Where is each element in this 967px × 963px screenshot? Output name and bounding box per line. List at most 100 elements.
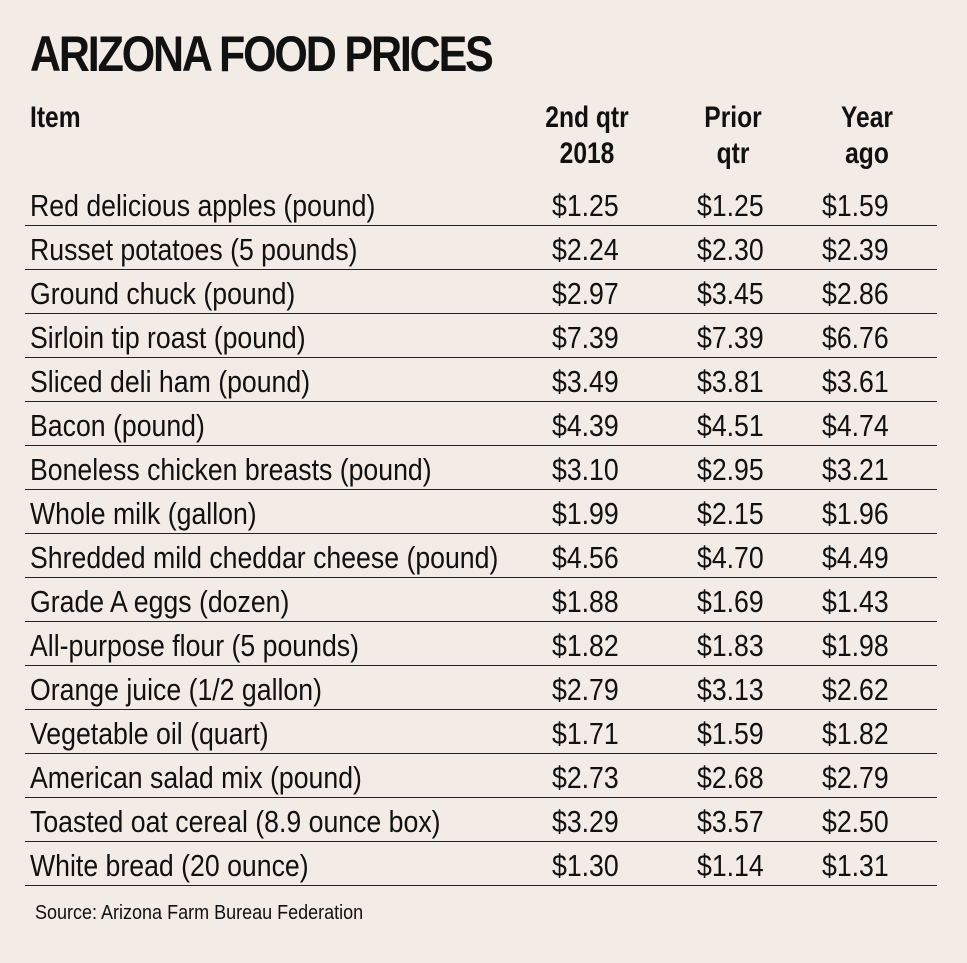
table-row: Whole milk (gallon) $1.99 $2.15 $1.96 [0, 490, 967, 534]
value-year-ago: $3.21 [822, 452, 889, 487]
row-divider [25, 841, 937, 842]
table-row: Sliced deli ham (pound) $3.49 $3.81 $3.61 [0, 358, 967, 402]
value-year-ago: $6.76 [822, 320, 889, 355]
column-header-2nd-qtr-2018: 2nd qtr 2018 [545, 101, 629, 170]
table-row: Vegetable oil (quart) $1.71 $1.59 $1.82 [0, 710, 967, 754]
row-divider [25, 533, 937, 534]
value-prior-qtr: $1.59 [697, 716, 764, 751]
value-2nd-qtr-2018: $7.39 [552, 320, 619, 355]
table-row: White bread (20 ounce) $1.30 $1.14 $1.31 [0, 842, 967, 886]
item-label: Orange juice (1/2 gallon) [30, 672, 322, 707]
value-prior-qtr: $1.14 [697, 848, 764, 883]
column-header-year-ago: Year ago [841, 101, 893, 170]
value-prior-qtr: $3.57 [697, 804, 764, 839]
value-year-ago: $4.74 [822, 408, 889, 443]
row-divider [25, 357, 937, 358]
value-2nd-qtr-2018: $1.88 [552, 584, 619, 619]
value-prior-qtr: $2.95 [697, 452, 764, 487]
row-divider [25, 665, 937, 666]
value-year-ago: $2.79 [822, 760, 889, 795]
row-divider [25, 225, 937, 226]
item-label: White bread (20 ounce) [30, 848, 309, 883]
row-divider [25, 753, 937, 754]
table-row: Ground chuck (pound) $2.97 $3.45 $2.86 [0, 270, 967, 314]
value-year-ago: $1.82 [822, 716, 889, 751]
value-year-ago: $1.59 [822, 188, 889, 223]
item-label: Sirloin tip roast (pound) [30, 320, 306, 355]
row-divider [25, 401, 937, 402]
item-label: Bacon (pound) [30, 408, 205, 443]
value-year-ago: $3.61 [822, 364, 889, 399]
table-row: American salad mix (pound) $2.73 $2.68 $2.7… [0, 754, 967, 798]
item-label: Vegetable oil (quart) [30, 716, 269, 751]
row-divider [25, 621, 937, 622]
value-2nd-qtr-2018: $3.49 [552, 364, 619, 399]
value-prior-qtr: $2.15 [697, 496, 764, 531]
chart-title: ARIZONA FOOD PRICES [30, 26, 494, 82]
table-row: Bacon (pound) $4.39 $4.51 $4.74 [0, 402, 967, 446]
row-divider [25, 709, 937, 710]
value-2nd-qtr-2018: $2.73 [552, 760, 619, 795]
table-row: Toasted oat cereal (8.9 ounce box) $3.29 $… [0, 798, 967, 842]
column-header-item: Item [30, 101, 81, 134]
value-prior-qtr: $1.83 [697, 628, 764, 663]
value-2nd-qtr-2018: $4.56 [552, 540, 619, 575]
item-label: All-purpose flour (5 pounds) [30, 628, 359, 663]
item-label: American salad mix (pound) [30, 760, 362, 795]
value-prior-qtr: $3.45 [697, 276, 764, 311]
item-label: Ground chuck (pound) [30, 276, 296, 311]
item-label: Toasted oat cereal (8.9 ounce box) [30, 804, 441, 839]
row-divider [25, 445, 937, 446]
row-divider [25, 797, 937, 798]
value-year-ago: $2.50 [822, 804, 889, 839]
value-2nd-qtr-2018: $4.39 [552, 408, 619, 443]
table-row: All-purpose flour (5 pounds) $1.82 $1.83 $1… [0, 622, 967, 666]
table-row: Boneless chicken breasts (pound) $3.10 $2.… [0, 446, 967, 490]
value-2nd-qtr-2018: $3.10 [552, 452, 619, 487]
value-prior-qtr: $2.30 [697, 232, 764, 267]
item-label: Shredded mild cheddar cheese (pound) [30, 540, 499, 575]
value-year-ago: $4.49 [822, 540, 889, 575]
value-2nd-qtr-2018: $2.97 [552, 276, 619, 311]
item-label: Sliced deli ham (pound) [30, 364, 311, 399]
value-year-ago: $2.62 [822, 672, 889, 707]
item-label: Whole milk (gallon) [30, 496, 257, 531]
table-row: Russet potatoes (5 pounds) $2.24 $2.30 $2.3… [0, 226, 967, 270]
value-2nd-qtr-2018: $1.71 [552, 716, 619, 751]
value-2nd-qtr-2018: $3.29 [552, 804, 619, 839]
row-divider [25, 577, 937, 578]
value-prior-qtr: $1.69 [697, 584, 764, 619]
row-divider [25, 885, 937, 886]
table-row: Orange juice (1/2 gallon) $2.79 $3.13 $2.62 [0, 666, 967, 710]
value-year-ago: $2.39 [822, 232, 889, 267]
row-divider [25, 489, 937, 490]
table-row: Grade A eggs (dozen) $1.88 $1.69 $1.43 [0, 578, 967, 622]
value-prior-qtr: $4.51 [697, 408, 764, 443]
row-divider [25, 313, 937, 314]
value-prior-qtr: $2.68 [697, 760, 764, 795]
value-prior-qtr: $1.25 [697, 188, 764, 223]
value-year-ago: $1.98 [822, 628, 889, 663]
value-year-ago: $1.43 [822, 584, 889, 619]
value-year-ago: $1.31 [822, 848, 889, 883]
table-row: Shredded mild cheddar cheese (pound) $4.5… [0, 534, 967, 578]
item-label: Boneless chicken breasts (pound) [30, 452, 432, 487]
column-header-prior-qtr: Prior qtr [704, 101, 762, 170]
row-divider [25, 269, 937, 270]
value-2nd-qtr-2018: $1.30 [552, 848, 619, 883]
item-label: Russet potatoes (5 pounds) [30, 232, 358, 267]
value-prior-qtr: $3.13 [697, 672, 764, 707]
source-note: Source: Arizona Farm Bureau Federation [35, 902, 364, 924]
table-row: Red delicious apples (pound) $1.25 $1.25 $1… [0, 182, 967, 226]
item-label: Red delicious apples (pound) [30, 188, 376, 223]
value-2nd-qtr-2018: $1.99 [552, 496, 619, 531]
value-year-ago: $2.86 [822, 276, 889, 311]
value-year-ago: $1.96 [822, 496, 889, 531]
value-2nd-qtr-2018: $1.25 [552, 188, 619, 223]
value-prior-qtr: $7.39 [697, 320, 764, 355]
value-2nd-qtr-2018: $2.79 [552, 672, 619, 707]
table-row: Sirloin tip roast (pound) $7.39 $7.39 $6.76 [0, 314, 967, 358]
value-prior-qtr: $3.81 [697, 364, 764, 399]
value-2nd-qtr-2018: $1.82 [552, 628, 619, 663]
value-prior-qtr: $4.70 [697, 540, 764, 575]
